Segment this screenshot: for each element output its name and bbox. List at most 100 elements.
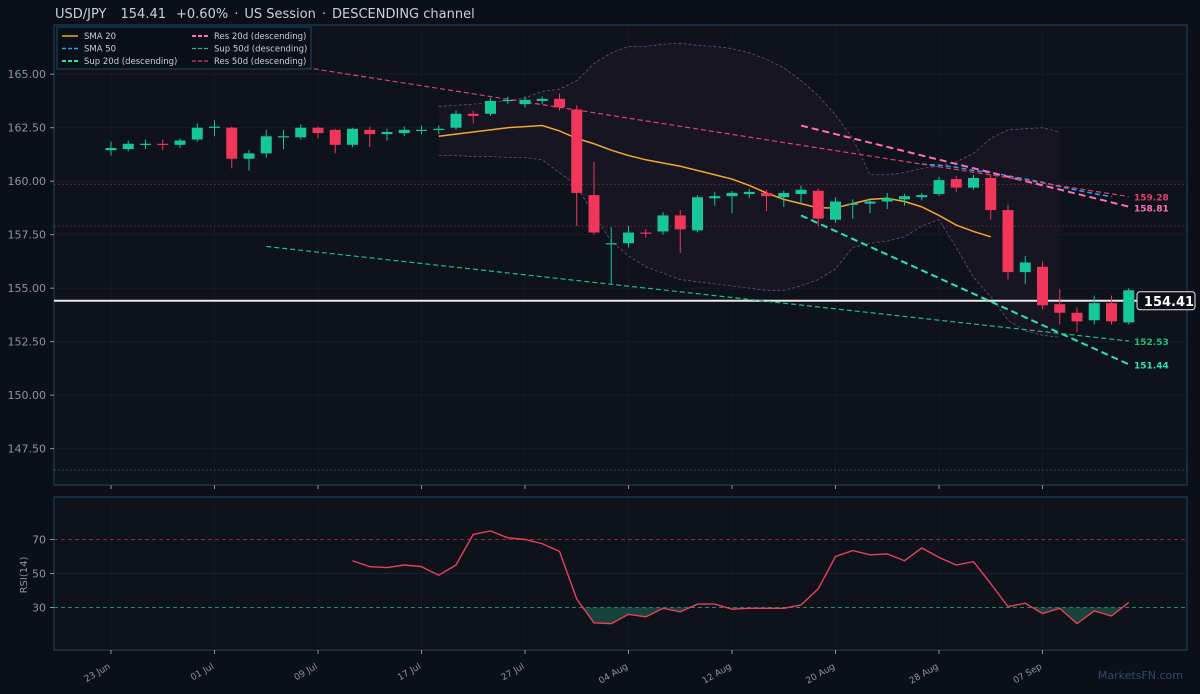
candle-body xyxy=(933,180,945,195)
candle xyxy=(968,174,979,190)
candle-body xyxy=(226,127,238,159)
candle xyxy=(278,129,289,150)
candle-body xyxy=(105,148,117,151)
candle xyxy=(847,199,859,219)
candle-body xyxy=(1088,303,1100,321)
candle xyxy=(157,139,169,151)
chart-header: USD/JPY 154.41 +0.60% · US Session · DESCENDIN… xyxy=(55,7,475,22)
candle-body xyxy=(778,192,790,198)
candle-body xyxy=(329,129,341,145)
candle xyxy=(864,198,876,214)
candle xyxy=(347,127,358,147)
candle-body xyxy=(605,243,617,245)
rsi-series xyxy=(352,530,1130,625)
candle-body xyxy=(1002,210,1014,273)
candle xyxy=(709,191,721,206)
candle-body xyxy=(502,99,514,102)
candle-body xyxy=(278,136,289,138)
candle xyxy=(1054,289,1066,325)
candle xyxy=(312,126,324,139)
candle-body xyxy=(1071,312,1083,322)
price-tag-box xyxy=(1136,291,1196,311)
end-label: 152.53 xyxy=(1134,338,1169,348)
header-sep-1: · xyxy=(234,7,238,22)
candle xyxy=(657,212,669,235)
candle-body xyxy=(174,140,186,145)
legend: SMA 20 SMA 50 Sup 20d (descending) Res 20d … xyxy=(56,26,312,70)
candle xyxy=(830,197,841,223)
candle-body xyxy=(381,131,393,135)
price-tag-label: 154.41 xyxy=(1144,295,1194,310)
candle xyxy=(105,141,117,156)
watermark: MarketsFN.com xyxy=(1098,669,1183,682)
candle xyxy=(536,96,548,105)
header-price: 154.41 xyxy=(121,7,167,22)
rsi-tick-label: 70 xyxy=(32,534,46,547)
candle xyxy=(1088,295,1100,325)
rsi-line xyxy=(352,530,1130,625)
candle xyxy=(761,189,772,212)
candle xyxy=(1071,307,1083,333)
legend-box xyxy=(56,26,312,70)
candle-body xyxy=(881,198,893,202)
price-y-axis: 147.50 150.00 152.50 155.00 157.50 160.00 162.… xyxy=(8,68,54,456)
candle-body xyxy=(692,197,703,231)
candle xyxy=(1037,261,1048,310)
candle xyxy=(933,176,945,197)
candle xyxy=(329,128,341,154)
price-tick-label: 150.00 xyxy=(8,389,47,402)
candle-body xyxy=(571,109,583,193)
candle xyxy=(174,138,186,149)
rsi-oversold-fill xyxy=(1032,607,1123,624)
candle-body xyxy=(209,126,220,128)
header-symbol: USD/JPY xyxy=(55,7,107,22)
candle-body xyxy=(347,128,358,145)
candle xyxy=(122,140,134,152)
rsi-oversold-fill xyxy=(582,607,690,624)
series-res-20d-descending xyxy=(800,124,1129,208)
series-sup-50d-descending xyxy=(266,245,1129,342)
candle xyxy=(1002,204,1014,280)
candle-body xyxy=(968,177,979,188)
bollinger-upper xyxy=(438,42,1060,176)
candle-body xyxy=(812,190,824,219)
price-tick-label: 160.00 xyxy=(8,175,47,188)
header-sep-2: · xyxy=(322,7,326,22)
candle-body xyxy=(1019,262,1031,273)
candle xyxy=(743,188,755,199)
candle-body xyxy=(364,129,376,135)
candle xyxy=(243,150,255,171)
candle-body xyxy=(467,113,479,116)
candle-body xyxy=(916,195,928,198)
price-tick-label: 152.50 xyxy=(8,336,47,349)
candle-body xyxy=(830,201,841,220)
legend-entry: Sup 20d (descending) xyxy=(84,57,177,67)
candle-body xyxy=(847,203,859,205)
candles xyxy=(105,93,1135,333)
end-label: 151.44 xyxy=(1134,361,1169,371)
price-tick-label: 162.50 xyxy=(8,122,47,135)
candle xyxy=(916,192,928,201)
end-label: 159.28 xyxy=(1134,194,1169,204)
rsi-tick-label: 30 xyxy=(32,602,46,615)
candle-body xyxy=(657,215,669,232)
candle xyxy=(502,96,514,105)
candle-body xyxy=(312,127,324,134)
rsi-tick-label: 50 xyxy=(32,568,46,581)
candle xyxy=(726,190,738,214)
candle xyxy=(295,124,307,140)
candle-body xyxy=(640,232,652,234)
candle xyxy=(260,129,272,158)
price-tick-label: 157.50 xyxy=(8,229,47,242)
candle xyxy=(1019,256,1031,284)
legend-entry: Res 20d (descending) xyxy=(214,32,306,42)
candle xyxy=(1123,288,1135,325)
candle xyxy=(381,128,393,141)
candle xyxy=(950,175,962,192)
candle-body xyxy=(243,153,255,159)
candle-body xyxy=(623,232,634,244)
candle xyxy=(588,161,600,235)
